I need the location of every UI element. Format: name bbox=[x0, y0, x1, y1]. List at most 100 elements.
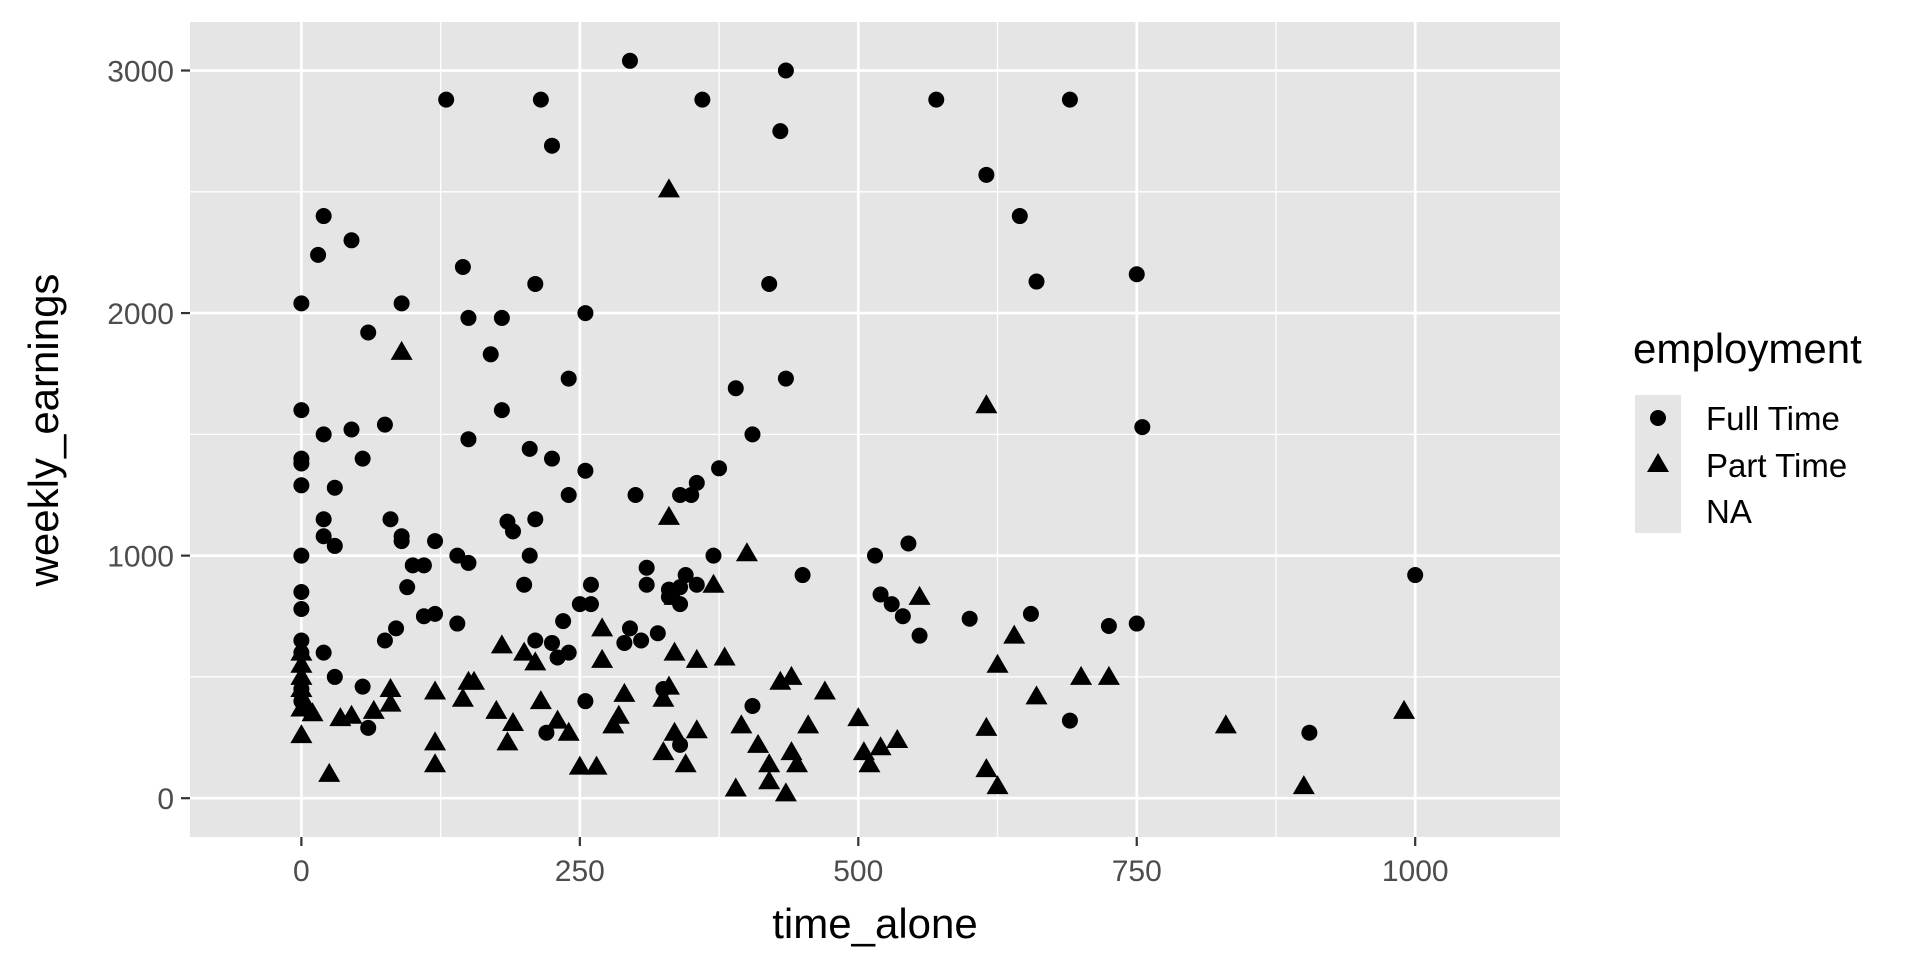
point-part-time bbox=[424, 680, 447, 700]
point-part-time bbox=[730, 714, 753, 734]
point-full-time bbox=[293, 455, 310, 472]
y-axis-ticks: 0 1000 2000 3000 bbox=[107, 56, 190, 816]
point-part-time bbox=[524, 651, 547, 671]
point-part-time bbox=[713, 646, 736, 666]
point-full-time bbox=[493, 309, 510, 326]
point-full-time bbox=[399, 579, 416, 596]
point-part-time bbox=[758, 770, 781, 790]
point-full-time bbox=[460, 431, 477, 448]
point-part-time bbox=[290, 665, 313, 685]
point-full-time bbox=[343, 232, 360, 249]
y-tick-label: 3000 bbox=[107, 56, 174, 89]
point-full-time bbox=[293, 632, 310, 649]
x-tick-label: 0 bbox=[293, 855, 310, 888]
point-full-time bbox=[560, 486, 577, 503]
point-full-time bbox=[527, 511, 544, 528]
point-part-time bbox=[747, 733, 770, 753]
point-part-time bbox=[780, 665, 803, 685]
point-full-time bbox=[438, 91, 455, 108]
point-full-time bbox=[382, 511, 399, 528]
point-full-time bbox=[582, 576, 599, 593]
point-part-time bbox=[613, 682, 636, 702]
point-full-time bbox=[621, 620, 638, 637]
point-part-time bbox=[663, 641, 686, 661]
point-full-time bbox=[1022, 605, 1039, 622]
point-full-time bbox=[1028, 273, 1045, 290]
point-part-time bbox=[340, 704, 363, 724]
point-part-time bbox=[591, 617, 614, 637]
point-part-time bbox=[652, 741, 675, 761]
point-part-time bbox=[318, 762, 341, 782]
legend: employment Full Time Part Time NA bbox=[1633, 325, 1862, 533]
data-points bbox=[290, 52, 1424, 802]
x-tick-label: 500 bbox=[833, 855, 883, 888]
point-part-time bbox=[602, 714, 625, 734]
point-part-time bbox=[1393, 699, 1416, 719]
point-part-time bbox=[797, 714, 820, 734]
y-tick-label: 2000 bbox=[107, 298, 174, 331]
legend-key-na bbox=[1635, 487, 1681, 533]
legend-label-part-time: Part Time bbox=[1706, 447, 1847, 484]
point-full-time bbox=[376, 416, 393, 433]
point-part-time bbox=[485, 699, 508, 719]
point-full-time bbox=[360, 719, 377, 736]
point-part-time bbox=[390, 340, 413, 360]
point-part-time bbox=[886, 728, 909, 748]
point-full-time bbox=[543, 450, 560, 467]
point-part-time bbox=[424, 753, 447, 773]
point-part-time bbox=[568, 755, 591, 775]
point-full-time bbox=[538, 724, 555, 741]
point-full-time bbox=[360, 324, 377, 341]
x-tick-label: 1000 bbox=[1382, 855, 1449, 888]
point-part-time bbox=[847, 707, 870, 727]
point-part-time bbox=[986, 653, 1009, 673]
point-full-time bbox=[354, 678, 371, 695]
point-full-time bbox=[911, 627, 928, 644]
point-full-time bbox=[293, 477, 310, 494]
point-full-time bbox=[577, 462, 594, 479]
point-full-time bbox=[705, 547, 722, 564]
point-full-time bbox=[649, 625, 666, 642]
x-axis-ticks: 0 250 500 750 1000 bbox=[293, 837, 1449, 888]
point-full-time bbox=[978, 166, 995, 183]
point-full-time bbox=[543, 137, 560, 154]
legend-label-full-time: Full Time bbox=[1706, 400, 1840, 437]
point-full-time bbox=[454, 258, 471, 275]
point-full-time bbox=[672, 736, 689, 753]
point-full-time bbox=[677, 567, 694, 584]
point-full-time bbox=[638, 576, 655, 593]
point-part-time bbox=[663, 585, 686, 605]
point-part-time bbox=[379, 678, 402, 698]
point-part-time bbox=[591, 648, 614, 668]
point-full-time bbox=[493, 402, 510, 419]
point-full-time bbox=[527, 632, 544, 649]
point-full-time bbox=[315, 644, 332, 661]
legend-entry-na: NA bbox=[1635, 487, 1752, 533]
point-full-time bbox=[460, 554, 477, 571]
point-full-time bbox=[393, 533, 410, 550]
point-part-time bbox=[496, 731, 519, 751]
point-part-time bbox=[674, 753, 697, 773]
point-full-time bbox=[560, 644, 577, 661]
point-full-time bbox=[393, 295, 410, 312]
point-full-time bbox=[744, 426, 761, 443]
point-full-time bbox=[577, 693, 594, 710]
point-full-time bbox=[415, 557, 432, 574]
point-part-time bbox=[685, 719, 708, 739]
point-full-time bbox=[777, 62, 794, 79]
point-full-time bbox=[404, 557, 421, 574]
point-part-time bbox=[424, 731, 447, 751]
point-part-time bbox=[513, 641, 536, 661]
point-full-time bbox=[376, 632, 393, 649]
point-part-time bbox=[735, 542, 758, 562]
point-part-time bbox=[457, 670, 480, 690]
point-full-time bbox=[744, 698, 761, 715]
point-part-time bbox=[1214, 714, 1237, 734]
point-full-time bbox=[638, 559, 655, 576]
point-full-time bbox=[449, 615, 466, 632]
point-full-time bbox=[310, 246, 327, 263]
point-full-time bbox=[293, 402, 310, 419]
point-full-time bbox=[293, 600, 310, 617]
point-part-time bbox=[451, 687, 474, 707]
